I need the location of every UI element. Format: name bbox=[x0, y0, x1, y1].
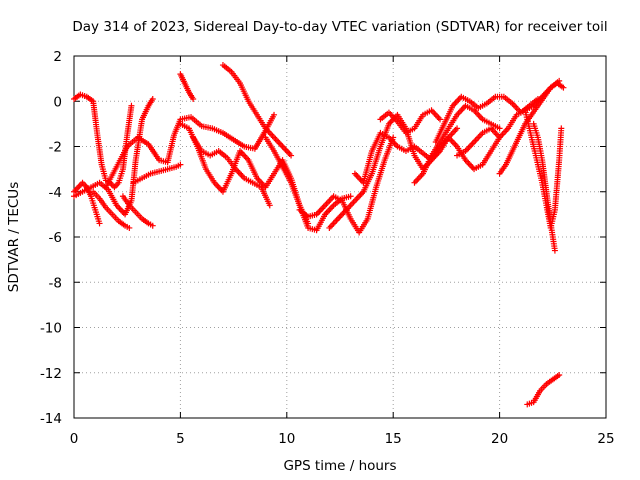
y-axis-title: SDTVAR / TECUs bbox=[6, 182, 22, 292]
data-point bbox=[560, 84, 567, 91]
series-arc-16 bbox=[377, 107, 444, 136]
x-tick-labels: 0 5 10 15 20 25 bbox=[70, 431, 615, 447]
y-tick-label: -6 bbox=[49, 230, 62, 246]
data-point bbox=[271, 111, 278, 118]
x-tick-label: 15 bbox=[385, 431, 402, 447]
data-point bbox=[551, 247, 558, 254]
data-point bbox=[266, 202, 273, 209]
x-tick-label: 5 bbox=[176, 431, 185, 447]
data-point bbox=[126, 224, 133, 231]
data-point bbox=[496, 125, 503, 132]
y-tick-label: -8 bbox=[49, 275, 62, 291]
data-point bbox=[149, 222, 156, 229]
y-tick-label: 0 bbox=[53, 94, 62, 110]
series-arc-13 bbox=[296, 134, 397, 236]
data-marks bbox=[71, 62, 567, 408]
series-arc-17 bbox=[411, 102, 503, 186]
grid-lines bbox=[74, 56, 606, 418]
x-tick-label: 25 bbox=[597, 431, 614, 447]
data-point bbox=[347, 193, 354, 200]
data-point bbox=[288, 152, 295, 159]
y-tick-label: -14 bbox=[40, 411, 62, 427]
data-point bbox=[556, 372, 563, 379]
series-arc-22 bbox=[530, 120, 558, 254]
data-point bbox=[454, 125, 461, 132]
data-point bbox=[437, 116, 444, 123]
series-arc-06 bbox=[102, 111, 278, 191]
chart-title: Day 314 of 2023, Sidereal Day-to-day VTE… bbox=[72, 19, 607, 35]
series-arc-09 bbox=[219, 62, 295, 159]
y-tick-label: -12 bbox=[40, 366, 62, 382]
series-arc-11 bbox=[190, 134, 273, 209]
data-point bbox=[128, 102, 135, 109]
data-point bbox=[96, 220, 103, 227]
x-tick-label: 20 bbox=[491, 431, 508, 447]
series-arc-03 bbox=[71, 95, 156, 218]
x-tick-label: 0 bbox=[70, 431, 79, 447]
series-arc-10 bbox=[177, 120, 312, 227]
data-point bbox=[149, 95, 156, 102]
y-tick-label: -2 bbox=[49, 140, 62, 156]
series-arc-23 bbox=[524, 372, 563, 408]
y-tick-labels: 2 0 -2 -4 -6 -8 -10 -12 -14 bbox=[40, 49, 62, 427]
x-axis-title: GPS time / hours bbox=[283, 458, 396, 474]
series-arc-07 bbox=[130, 161, 184, 186]
y-tick-label: -4 bbox=[49, 185, 62, 201]
data-point bbox=[177, 161, 184, 168]
y-tick-label: 2 bbox=[53, 49, 62, 65]
series-arc-04 bbox=[90, 188, 133, 231]
y-tick-label: -10 bbox=[40, 321, 62, 337]
series-arc-01 bbox=[71, 91, 135, 191]
series-arc-05 bbox=[119, 193, 156, 229]
data-point bbox=[190, 95, 197, 102]
series-arc-08 bbox=[177, 71, 197, 102]
series-arc-19 bbox=[454, 77, 563, 159]
x-tick-label: 10 bbox=[278, 431, 295, 447]
data-point bbox=[558, 125, 565, 132]
